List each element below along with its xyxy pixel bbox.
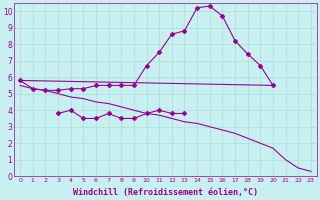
X-axis label: Windchill (Refroidissement éolien,°C): Windchill (Refroidissement éolien,°C) bbox=[73, 188, 258, 197]
